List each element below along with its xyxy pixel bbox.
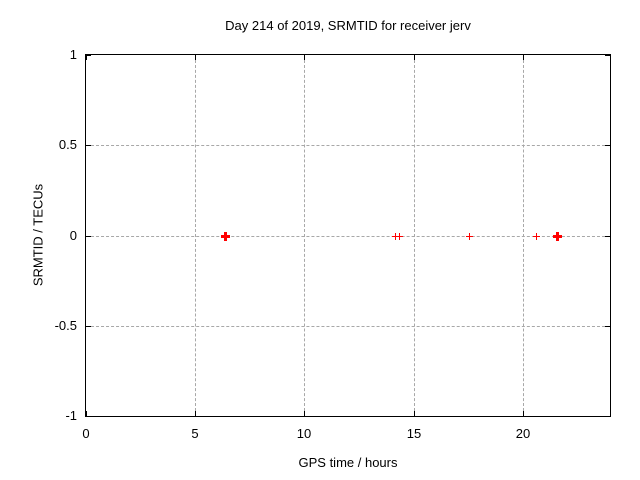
x-gridline (523, 55, 524, 416)
marker-plus-vbar (536, 233, 537, 240)
y-tick-right (605, 55, 610, 56)
y-tick-left (86, 326, 91, 327)
x-tick-label: 0 (82, 426, 90, 441)
x-tick-top (304, 55, 305, 60)
y-tick-left (86, 236, 91, 237)
x-tick-bottom (523, 411, 524, 416)
x-tick-top (195, 55, 196, 60)
x-tick-bottom (414, 411, 415, 416)
x-tick-bottom (304, 411, 305, 416)
marker-plus-vbar (556, 232, 559, 241)
y-tick-label: 0.5 (58, 137, 77, 152)
y-tick-label: -0.5 (54, 318, 77, 333)
plot-area (85, 54, 611, 417)
x-tick-top (523, 55, 524, 60)
y-gridline (86, 236, 610, 237)
y-tick-label: -1 (65, 408, 77, 423)
x-gridline (414, 55, 415, 416)
x-tick-label: 20 (515, 426, 531, 441)
y-tick-label: 0 (69, 228, 77, 243)
y-tick-left (86, 145, 91, 146)
x-tick-top (414, 55, 415, 60)
x-tick-label: 15 (406, 426, 422, 441)
x-tick-bottom (195, 411, 196, 416)
y-tick-right (605, 145, 610, 146)
marker-plus-vbar (224, 232, 227, 241)
y-tick-left (86, 55, 91, 56)
marker-plus-vbar (469, 233, 470, 240)
marker-plus-vbar (395, 233, 396, 240)
y-tick-right (605, 236, 610, 237)
chart-title: Day 214 of 2019, SRMTID for receiver jer… (225, 18, 471, 33)
x-tick-bottom (86, 411, 87, 416)
x-gridline (195, 55, 196, 416)
x-tick-label: 5 (191, 426, 199, 441)
y-gridline (86, 326, 610, 327)
marker-plus-vbar (399, 233, 400, 240)
y-tick-left (86, 416, 91, 417)
y-tick-label: 1 (69, 47, 77, 62)
x-tick-label: 10 (296, 426, 312, 441)
x-gridline (304, 55, 305, 416)
x-tick-top (86, 55, 87, 60)
y-tick-right (605, 416, 610, 417)
x-axis-label: GPS time / hours (298, 455, 398, 470)
y-tick-right (605, 326, 610, 327)
y-gridline (86, 145, 610, 146)
